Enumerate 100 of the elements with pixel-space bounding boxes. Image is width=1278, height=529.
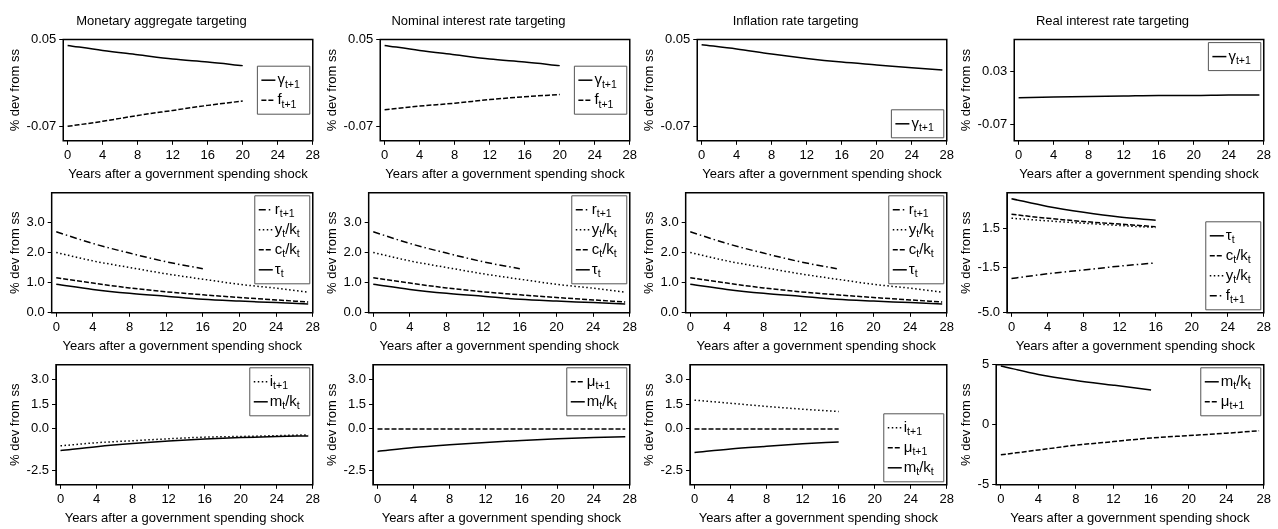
x-tick-label: 12 — [482, 147, 497, 163]
y-tick-label: 1.5 — [347, 395, 366, 411]
x-tick-label: 4 — [1034, 491, 1043, 507]
y-tick-label: 2.0 — [660, 244, 679, 260]
x-tick-label: 20 — [549, 319, 564, 335]
x-tick-label: 4 — [1050, 147, 1058, 163]
x-tick-label: 12 — [1116, 147, 1131, 163]
x-tick-label: 16 — [200, 147, 215, 163]
x-tick-label: 8 — [759, 319, 768, 335]
x-tick-label: 16 — [1143, 491, 1159, 507]
x-tick-label: 8 — [134, 147, 142, 163]
y-tick-label: 0.0 — [347, 420, 366, 436]
y-tick-label: -0.07 — [343, 117, 374, 133]
x-tick-label: 24 — [586, 491, 601, 507]
y-tick-label: 0.03 — [981, 63, 1008, 79]
y-tick-label: -2.5 — [26, 461, 49, 477]
x-tick-label: 16 — [514, 491, 529, 507]
x-tick-label: 4 — [723, 319, 731, 335]
y-tick-label: 0.0 — [664, 420, 683, 436]
x-tick-label: 4 — [733, 147, 741, 163]
y-tick-label: 1.5 — [30, 395, 49, 411]
x-tick-label: 12 — [795, 491, 810, 507]
y-tick-label: 2.0 — [343, 244, 362, 260]
y-tick-label: 2.0 — [26, 244, 45, 260]
x-tick-label: 28 — [305, 147, 320, 163]
x-tick-label: 12 — [475, 319, 491, 335]
y-tick-label: 1.0 — [343, 274, 362, 290]
x-tick-label: 20 — [1184, 319, 1199, 335]
x-axis-title: Years after a government spending shock — [698, 509, 939, 525]
x-axis-title: Years after a government spending shock — [385, 165, 626, 181]
y-tick-label: 3.0 — [26, 214, 45, 230]
x-tick-label: 8 — [1072, 491, 1080, 507]
x-tick-label: 20 — [869, 147, 884, 163]
x-tick-label: 4 — [89, 319, 97, 335]
y-axis-title: % dev from ss — [641, 383, 657, 466]
y-tick-label: -2.5 — [343, 461, 366, 477]
y-axis-title: % dev from ss — [324, 383, 340, 466]
x-tick-label: 16 — [834, 147, 849, 163]
x-axis-title: Years after a government spending shock — [381, 509, 622, 525]
x-tick-label: 12 — [161, 491, 176, 507]
x-tick-label: 20 — [1186, 147, 1201, 163]
x-tick-label: 16 — [195, 319, 211, 335]
y-tick-label: -0.07 — [660, 117, 691, 133]
x-tick-label: 8 — [445, 491, 454, 507]
y-axis-title: % dev from ss — [324, 48, 340, 132]
x-tick-label: 20 — [867, 491, 882, 507]
x-axis-title: Years after a government spending shock — [1015, 337, 1256, 353]
x-tick-label: 24 — [1218, 491, 1234, 507]
x-tick-label: 12 — [1112, 319, 1127, 335]
x-tick-label: 28 — [939, 319, 954, 335]
y-tick-label: 1.0 — [660, 274, 679, 290]
y-tick-label: 1.5 — [664, 395, 683, 411]
x-tick-label: 20 — [550, 491, 565, 507]
x-tick-label: 16 — [197, 491, 212, 507]
x-tick-label: 24 — [587, 147, 602, 163]
x-tick-label: 20 — [866, 319, 881, 335]
x-tick-label: 16 — [517, 147, 532, 163]
x-tick-label: 16 — [831, 491, 846, 507]
y-tick-label: -5 — [977, 476, 990, 492]
x-tick-label: 0 — [1014, 147, 1023, 163]
y-axis-title: % dev from ss — [641, 48, 657, 132]
y-tick-label: 1.5 — [981, 219, 1000, 235]
x-tick-label: 28 — [1256, 319, 1271, 335]
x-tick-label: 20 — [1181, 491, 1196, 507]
chart-title: Monetary aggregate targeting — [76, 13, 247, 29]
y-axis-title: % dev from ss — [641, 211, 657, 294]
x-tick-label: 8 — [451, 147, 459, 163]
x-tick-label: 4 — [416, 147, 424, 163]
x-tick-label: 24 — [268, 319, 284, 335]
y-tick-label: 3.0 — [660, 214, 679, 230]
x-tick-label: 8 — [762, 491, 771, 507]
x-tick-label: 4 — [409, 491, 418, 507]
y-tick-label: 0.0 — [26, 304, 45, 320]
x-tick-label: 28 — [939, 491, 954, 507]
x-tick-label: 12 — [478, 491, 493, 507]
x-tick-label: 4 — [99, 147, 107, 163]
y-tick-label: 0 — [981, 416, 990, 432]
x-tick-label: 24 — [1221, 147, 1236, 163]
y-tick-label: 0.0 — [30, 420, 49, 436]
x-tick-label: 20 — [552, 147, 567, 163]
x-tick-label: 28 — [1256, 491, 1271, 507]
x-axis-title: Years after a government spending shock — [702, 165, 943, 181]
y-tick-label: -1.5 — [977, 258, 1000, 274]
y-tick-label: 5 — [981, 356, 990, 372]
x-tick-label: 8 — [1079, 319, 1088, 335]
x-tick-label: 24 — [270, 147, 285, 163]
x-axis-title: Years after a government spending shock — [696, 337, 937, 353]
x-tick-label: 12 — [799, 147, 814, 163]
y-axis-title: % dev from ss — [7, 48, 23, 132]
x-tick-label: 24 — [903, 491, 918, 507]
y-axis-title: % dev from ss — [958, 383, 974, 466]
x-tick-label: 8 — [125, 319, 134, 335]
y-axis-title: % dev from ss — [7, 383, 23, 466]
y-tick-label: 0.05 — [347, 31, 374, 47]
x-tick-label: 28 — [305, 319, 320, 335]
x-tick-label: 12 — [792, 319, 808, 335]
x-tick-label: 16 — [1148, 319, 1163, 335]
x-tick-label: 8 — [128, 491, 137, 507]
x-tick-label: 8 — [768, 147, 776, 163]
x-tick-label: 24 — [585, 319, 601, 335]
